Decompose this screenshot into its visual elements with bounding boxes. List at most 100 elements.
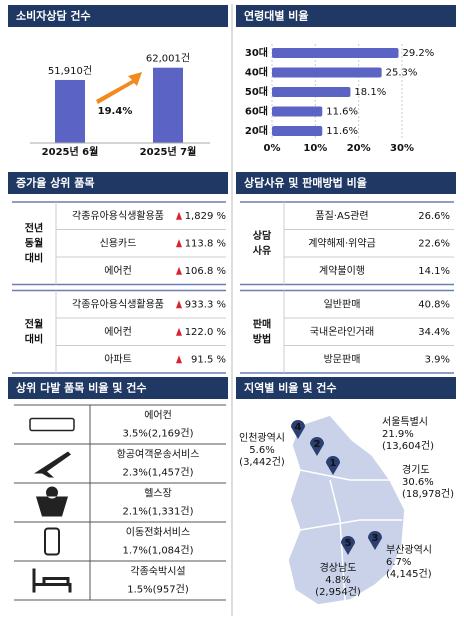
pin-rank: 2 [314,439,321,450]
value-label: 18.1% [354,87,386,98]
item-name: 방문판매 [324,353,361,365]
region-share: 6.7% [386,557,411,568]
item-value: 3.9% [425,354,450,365]
region-share: 21.9% [382,429,414,440]
x-tick-label: 30% [390,143,414,154]
up-arrow [176,211,182,220]
icon [44,527,60,556]
pin-rank: 1 [330,458,337,469]
x-tick-label: 20% [347,143,371,154]
item-value: 933.3 % [185,299,226,310]
item-name: 에어컨 [104,265,132,277]
up-arrow [176,355,182,364]
region-share: 5.6% [249,445,274,456]
item-name: 품질·AS관련 [315,210,368,222]
pin-rank: 4 [295,422,302,433]
section-header [8,377,228,399]
region-name: 서울특별시 [382,416,428,428]
pin [310,437,324,456]
pin [326,456,340,475]
item-value: 113.8 % [185,238,226,249]
bar [272,48,399,58]
region-share: 4.8% [325,575,350,586]
section-header [236,5,456,27]
up-arrow [176,239,182,248]
item-name: 각종숙박시설 [130,566,185,578]
group-label: 전년 [25,221,43,234]
icon [32,568,72,593]
pin [291,420,305,439]
section-header [236,377,456,399]
item-value: 34.4% [418,327,450,338]
item-name: 계약해제·위약금 [308,236,376,249]
value-label: 62,001건 [146,53,190,65]
bar [272,126,323,136]
region-count: (3,442건) [239,456,285,468]
pin [368,531,382,550]
up-arrow [176,266,182,275]
item-name: 각종유아용식생활용품 [72,297,164,310]
y-tick-label: 30대 [245,46,268,59]
group-label: 판매 [253,317,271,330]
group-label: 사유 [253,244,271,257]
item-detail: 1.7%(1,084건) [122,545,193,557]
item-name: 일반판매 [324,298,361,310]
annotation: 19.4% [98,106,133,117]
item-name: 신용카드 [100,237,137,249]
region-count: (4,145건) [386,568,432,580]
section-header [8,5,228,27]
x-tick-label: 0% [264,143,281,154]
region-borders [299,469,402,601]
item-value: 26.6% [418,211,450,222]
y-tick-label: 50대 [245,85,268,98]
value-label: 25.3% [386,68,418,79]
item-name: 국내온라인거래 [310,326,374,338]
korea-map [287,414,406,606]
x-tick-label: 2025년 6월 [42,145,99,158]
item-detail: 2.1%(1,331건) [122,506,193,518]
item-name: 에어컨 [104,326,132,338]
item-name: 계약불이행 [319,265,365,277]
item-name: 에어컨 [144,410,172,422]
item-value: 122.0 % [185,327,226,338]
group-label: 대비 [25,332,43,345]
icon [36,486,68,517]
group-label: 상담 [253,229,272,242]
section-title: 지역별 비율 및 건수 [244,381,336,395]
region-name: 인천광역시 [239,432,285,444]
item-value: 106.8 % [185,266,226,277]
item-value: 14.1% [418,266,450,277]
bar [272,67,382,78]
item-name: 이동전화서비스 [126,527,190,539]
bar [272,87,351,97]
item-value: 91.5 % [191,354,226,365]
region-name: 경상남도 [320,561,357,574]
section-header [236,172,456,194]
group-label: 대비 [25,251,43,264]
item-name: 헬스장 [144,488,172,500]
item-name: 아파트 [104,353,132,365]
section-title: 연령대별 비율 [244,9,309,23]
item-name: 각종유아용식생활용품 [72,209,164,222]
section-header [8,172,228,194]
region-count: (18,978건) [402,488,454,500]
group-label: 동월 [25,237,43,249]
value-label: 11.6% [326,107,358,118]
item-value: 1,829 % [185,211,226,222]
region-share: 30.6% [402,477,434,488]
icon [34,451,71,478]
group-label: 전월 [25,317,43,330]
section-title: 상담사유 및 판매방법 비율 [244,176,367,190]
bar [55,79,85,143]
pin-rank: 3 [372,533,379,544]
item-name: 항공여객운송서비스 [117,449,200,461]
trend-arrow [96,72,142,104]
section-title: 상위 다발 품목 비율 및 건수 [16,381,146,395]
value-label: 11.6% [326,126,358,137]
icon [29,417,75,432]
x-tick-label: 2025년 7월 [140,145,197,158]
group-label: 방법 [253,332,271,345]
bar [153,67,183,143]
region-name: 경기도 [402,463,430,476]
